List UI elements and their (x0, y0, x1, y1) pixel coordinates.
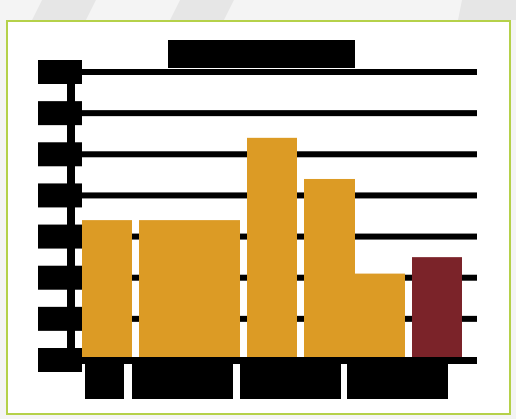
x-tick-label (85, 364, 124, 399)
y-tick-label (38, 101, 82, 126)
bar-highlight (412, 257, 462, 360)
header-stripe-3 (458, 0, 516, 20)
x-tick-label (347, 364, 448, 399)
y-tick-label (38, 142, 82, 167)
y-tick-label (38, 60, 82, 84)
bar (355, 273, 405, 360)
gridline (70, 69, 477, 75)
header-stripe-1 (32, 0, 96, 20)
y-tick-label (38, 306, 82, 331)
x-axis (70, 357, 477, 364)
header-stripes (32, 0, 516, 20)
bar (247, 137, 297, 360)
gridline (70, 110, 477, 117)
y-axis (67, 72, 75, 365)
y-tick-label (38, 183, 82, 208)
bar (82, 220, 132, 360)
y-tick-label (38, 224, 82, 249)
x-tick-label (132, 364, 233, 399)
chart-title-block (168, 40, 355, 68)
x-tick-label (240, 364, 341, 399)
header-stripe-2 (170, 0, 234, 20)
bar (139, 220, 240, 360)
y-tick-label (38, 265, 82, 290)
bar (304, 178, 355, 360)
